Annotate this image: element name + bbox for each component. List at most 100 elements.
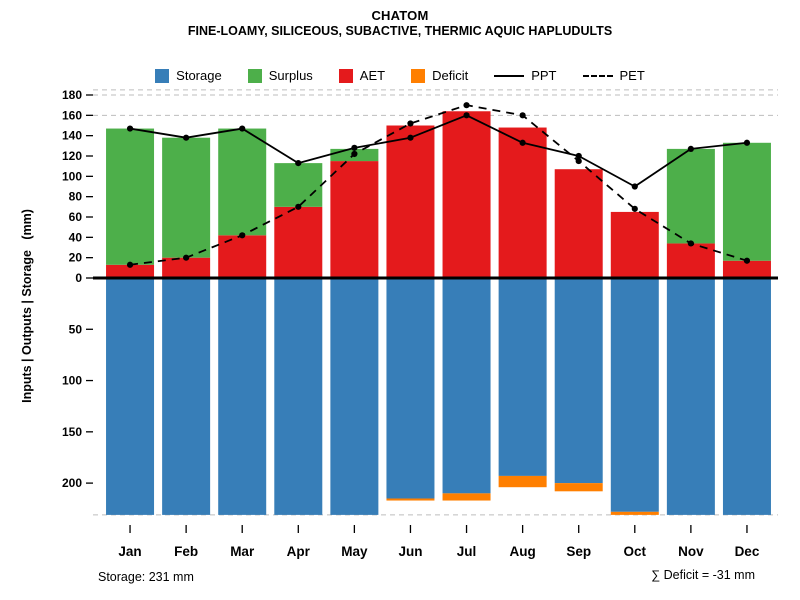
legend-item-pet: PET xyxy=(582,68,645,83)
storage-bar xyxy=(218,278,267,515)
aet-bar xyxy=(554,169,603,278)
surplus-bar xyxy=(722,142,771,261)
pet-line-sample xyxy=(582,74,613,77)
ppt-point xyxy=(239,125,246,132)
storage-note: Storage: 231 mm xyxy=(98,570,194,584)
storage-bar xyxy=(666,278,715,515)
aet-bar xyxy=(722,260,771,278)
y-tick-label: 100 xyxy=(62,374,82,388)
storage-bar xyxy=(610,278,659,512)
chart-subtitle: FINE-LOAMY, SILICEOUS, SUBACTIVE, THERMI… xyxy=(187,24,613,38)
storage-bar xyxy=(498,278,547,476)
ppt-point xyxy=(126,125,134,132)
ppt-point xyxy=(687,145,694,152)
y-tick-label: 150 xyxy=(62,425,82,439)
ppt-point xyxy=(575,152,582,160)
pet-point xyxy=(631,205,638,212)
x-tick-label: Nov xyxy=(678,544,704,559)
x-tick-label: Oct xyxy=(624,544,647,559)
pet-point xyxy=(183,254,190,261)
x-tick-label: Sep xyxy=(566,544,591,559)
legend-label: Deficit xyxy=(432,68,469,83)
surplus-bar xyxy=(274,163,323,207)
pet-point xyxy=(295,203,302,210)
aet-bar xyxy=(498,127,547,279)
ppt-point xyxy=(743,139,751,146)
y-tick-label: 100 xyxy=(62,169,82,183)
aet-bar xyxy=(274,206,323,278)
legend-item-storage: Storage xyxy=(155,68,222,83)
storage-bar xyxy=(162,278,211,515)
ppt-point xyxy=(183,134,190,141)
legend-swatch-aet xyxy=(338,68,353,83)
surplus-bar xyxy=(666,148,715,244)
pet-point xyxy=(743,257,751,264)
x-tick-label: Dec xyxy=(735,544,760,559)
deficit-bar xyxy=(442,493,491,501)
surplus-bar xyxy=(162,137,211,258)
y-tick-label: 50 xyxy=(69,322,83,336)
deficit-bar xyxy=(554,483,603,492)
y-tick-label: 120 xyxy=(62,149,82,163)
y-tick-label: 160 xyxy=(62,108,82,122)
x-tick-label: Jul xyxy=(457,544,477,559)
y-tick-label: 80 xyxy=(69,190,83,204)
legend-label: Surplus xyxy=(268,68,313,83)
legend-item-surplus: Surplus xyxy=(247,68,313,83)
x-tick-label: Jun xyxy=(398,544,422,559)
chart-title: CHATOM xyxy=(371,8,429,23)
legend-label: PPT xyxy=(531,68,557,83)
y-tick-label: 200 xyxy=(62,476,82,490)
storage-bar xyxy=(274,278,323,515)
ppt-point xyxy=(631,183,638,190)
pet-point xyxy=(575,157,582,165)
aet-bar xyxy=(666,243,715,278)
deficit-bar xyxy=(610,511,659,515)
pet-point xyxy=(519,112,526,119)
storage-bar xyxy=(330,278,379,515)
x-tick-label: Aug xyxy=(510,544,536,559)
y-tick-label: 180 xyxy=(62,88,82,102)
pet-point xyxy=(407,120,414,127)
storage-bar xyxy=(554,278,603,484)
x-tick-label: Jan xyxy=(118,544,141,559)
storage-bar xyxy=(386,278,435,499)
ppt-point xyxy=(519,139,526,146)
legend-label: Storage xyxy=(176,68,222,83)
ppt-point xyxy=(407,134,414,141)
pet-point xyxy=(239,232,246,239)
x-tick-label: Mar xyxy=(230,544,255,559)
legend-item-ppt: PPT xyxy=(494,68,557,83)
storage-bar xyxy=(106,278,155,515)
ppt-point xyxy=(463,112,470,119)
ppt-line xyxy=(129,114,748,188)
surplus-bar xyxy=(106,128,155,265)
legend-label: PET xyxy=(619,68,645,83)
y-tick-label: 140 xyxy=(62,129,82,143)
legend-item-deficit: Deficit xyxy=(411,68,468,83)
storage-bar xyxy=(722,278,771,515)
legend-swatch-surplus xyxy=(247,68,262,83)
ppt-point xyxy=(295,160,302,167)
y-tick-label: 20 xyxy=(69,251,83,265)
aet-bar xyxy=(162,257,211,278)
legend-label: AET xyxy=(359,68,386,83)
deficit-sum-note: ∑ Deficit = -31 mm xyxy=(651,568,755,582)
aet-bar xyxy=(106,264,155,278)
legend-swatch-deficit xyxy=(411,68,426,83)
deficit-bar xyxy=(386,498,435,501)
deficit-bar xyxy=(498,475,547,488)
legend-item-aet: AET xyxy=(338,68,386,83)
surplus-bar xyxy=(218,128,267,236)
pet-point xyxy=(687,240,694,247)
x-tick-label: May xyxy=(341,544,368,559)
ppt-line-sample xyxy=(494,74,525,77)
pet-point xyxy=(351,150,358,158)
aet-bar xyxy=(610,211,659,278)
y-tick-label: 0 xyxy=(75,271,82,285)
y-tick-label: 40 xyxy=(69,230,83,244)
x-tick-label: Apr xyxy=(287,544,311,559)
ppt-point xyxy=(351,144,358,151)
pet-point xyxy=(463,102,470,109)
